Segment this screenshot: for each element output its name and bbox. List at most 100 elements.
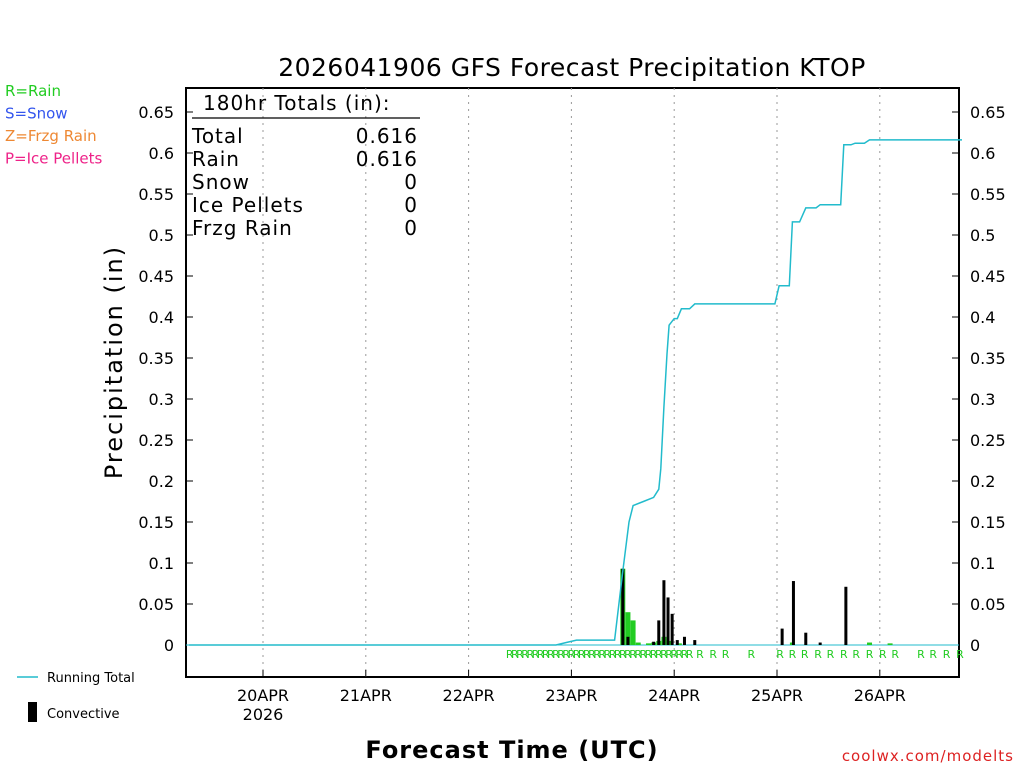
rain-type-marker: R: [578, 648, 586, 661]
rain-bar: [676, 643, 682, 645]
convective-bar: [804, 632, 808, 645]
credit-text: coolwx.com/modelts: [842, 747, 1014, 765]
rain-bar: [630, 620, 636, 645]
y-tick-label-right: 0.55: [970, 185, 1006, 204]
rain-type-marker: R: [747, 648, 755, 661]
y-tick-label-left: 0: [164, 636, 174, 655]
y-tick-label-right: 0.65: [970, 103, 1006, 122]
rain-type-marker: R: [552, 648, 560, 661]
totals-row-label: Ice Pellets: [192, 193, 304, 217]
y-tick-label-right: 0.4: [970, 308, 995, 327]
convective-bar: [844, 586, 848, 645]
convective-bar: [675, 640, 679, 645]
y-tick-label-left: 0.5: [149, 226, 174, 245]
convective-bar: [780, 628, 784, 645]
totals-row-value: 0: [404, 193, 418, 217]
rain-type-marker: R: [722, 648, 730, 661]
convective-bar: [626, 636, 630, 645]
rain-type-marker: R: [789, 648, 797, 661]
rain-bar: [625, 612, 631, 645]
bottom-legend: Running Total Convective: [17, 671, 135, 722]
rain-type-marker: R: [604, 648, 612, 661]
gridlines: [262, 88, 881, 677]
y-tick-label-left: 0.1: [149, 554, 174, 573]
convective-bar: [652, 641, 656, 645]
y-tick-label-left: 0.15: [138, 513, 174, 532]
convective-bar: [621, 568, 625, 645]
rain-type-marker: R: [814, 648, 822, 661]
convective-bar: [666, 597, 670, 645]
totals-row-value: 0.616: [356, 124, 418, 148]
rain-type-marker: R: [696, 648, 704, 661]
y-tick-label-right: 0.2: [970, 472, 995, 491]
rain-type-marker: R: [776, 648, 784, 661]
chart-title: 2026041906 GFS Forecast Precipitation KT…: [278, 53, 866, 82]
rain-type-marker: R: [891, 648, 899, 661]
totals-row-value: 0.616: [356, 147, 418, 171]
totals-header: 180hr Totals (in):: [203, 91, 391, 115]
totals-row-label: Frzg Rain: [192, 216, 293, 240]
y-tick-label-right: 0.6: [970, 144, 995, 163]
rain-type-marker: R: [665, 648, 673, 661]
rain-bar: [646, 643, 651, 645]
type-legend-item: Z=Frzg Rain: [5, 127, 97, 145]
convective-bar: [682, 636, 686, 645]
convective-bar: [818, 642, 822, 645]
rain-type-marker: R: [634, 648, 642, 661]
convective-bars: [621, 568, 848, 645]
convective-bar: [662, 580, 666, 645]
y-tick-label-left: 0.65: [138, 103, 174, 122]
y-tick-label-left: 0.05: [138, 595, 174, 614]
rain-type-marker: R: [956, 648, 964, 661]
x-tick-label: 24APR: [648, 686, 700, 705]
y-tick-label-right: 0: [970, 636, 980, 655]
x-tick-label: 23APR: [545, 686, 597, 705]
rain-type-marker: R: [660, 648, 668, 661]
rain-type-marker: R: [557, 648, 565, 661]
x-tick-label: 22APR: [443, 686, 495, 705]
rain-bars: [620, 568, 893, 645]
rain-type-marker: R: [852, 648, 860, 661]
rain-type-marker: R: [670, 648, 678, 661]
type-legend-item: R=Rain: [5, 82, 61, 100]
rain-type-marker: R: [676, 648, 684, 661]
totals-row-value: 0: [404, 170, 418, 194]
rain-type-marker: R: [879, 648, 887, 661]
type-legend-item: P=Ice Pellets: [5, 150, 102, 168]
rain-bar: [887, 643, 893, 645]
convective-bar: [791, 581, 795, 645]
rain-type-marker: R: [593, 648, 601, 661]
totals-row-label: Rain: [192, 147, 240, 171]
rain-type-marker: R: [609, 648, 617, 661]
y-tick-label-left: 0.55: [138, 185, 174, 204]
rain-type-marker: R: [562, 648, 570, 661]
y-tick-label-left: 0.35: [138, 349, 174, 368]
precip-type-legend: R=Rain S=Snow Z=Frzg Rain P=Ice Pellets: [5, 82, 102, 168]
totals-row-value: 0: [404, 216, 418, 240]
rain-type-marker: R: [521, 648, 529, 661]
rain-type-marker: R: [583, 648, 591, 661]
rain-type-marker: R: [640, 648, 648, 661]
rain-type-marker: R: [801, 648, 809, 661]
totals-row-label: Total: [191, 124, 244, 148]
y-axis-ticks: 0 00.05 0.050.1 0.10.15 0.150.2 0.20.25 0.250.…: [138, 103, 1005, 655]
rain-type-marker: R: [943, 648, 951, 661]
rain-type-marker: R: [614, 648, 622, 661]
convective-bar: [670, 613, 674, 645]
rain-type-marker: R: [619, 648, 627, 661]
rain-type-marker: R: [686, 648, 694, 661]
y-tick-label-left: 0.25: [138, 431, 174, 450]
y-tick-label-right: 0.45: [970, 267, 1006, 286]
rain-type-marker: R: [709, 648, 717, 661]
rain-type-marker: R: [532, 648, 540, 661]
rain-type-marker: R: [624, 648, 632, 661]
rain-type-marker: R: [917, 648, 925, 661]
x-tick-label: 21APR: [340, 686, 392, 705]
y-tick-label-left: 0.6: [149, 144, 174, 163]
rain-type-marker: R: [526, 648, 534, 661]
y-tick-label-right: 0.15: [970, 513, 1006, 532]
rain-type-marker: R: [547, 648, 555, 661]
legend-convective-label: Convective: [47, 707, 120, 722]
y-tick-label-left: 0.2: [149, 472, 174, 491]
